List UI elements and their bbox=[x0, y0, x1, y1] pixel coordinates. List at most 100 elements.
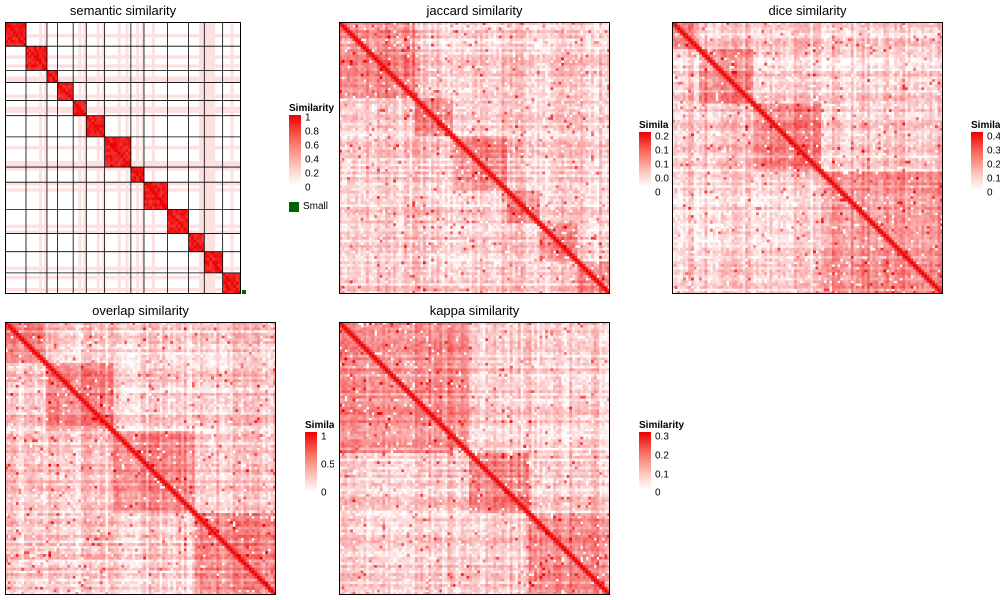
heatmap-cell bbox=[201, 227, 205, 231]
heatmap-cell bbox=[206, 212, 210, 216]
heatmap-cell bbox=[125, 242, 129, 247]
heatmap-cell bbox=[136, 88, 140, 92]
heatmap-cell bbox=[601, 22, 605, 26]
heatmap-cell bbox=[104, 136, 108, 141]
heatmap-cell bbox=[175, 167, 179, 171]
heatmap-cell bbox=[425, 57, 429, 61]
heatmap-cell bbox=[406, 51, 410, 56]
heatmap-cell bbox=[347, 60, 351, 64]
heatmap-cell bbox=[39, 284, 43, 289]
heatmap-cell bbox=[214, 251, 218, 256]
heatmap-cell bbox=[401, 51, 405, 56]
heatmap-cell bbox=[206, 82, 210, 86]
heatmap-cell bbox=[96, 281, 100, 286]
heatmap-cell bbox=[209, 248, 213, 253]
heatmap-cell bbox=[7, 40, 11, 44]
heatmap-cell bbox=[57, 76, 61, 80]
heatmap-cell bbox=[31, 64, 35, 68]
heatmap-cell bbox=[341, 30, 345, 34]
heatmap-cell bbox=[585, 62, 589, 66]
heatmap-cell bbox=[199, 164, 203, 168]
heatmap-cell bbox=[544, 27, 549, 31]
heatmap-cell bbox=[488, 49, 492, 53]
heatmap-cell bbox=[62, 224, 66, 228]
heatmap-cell bbox=[18, 43, 22, 47]
heatmap-cell bbox=[450, 54, 454, 58]
heatmap-cell bbox=[555, 35, 559, 39]
heatmap-cell bbox=[206, 245, 210, 250]
heatmap-cell bbox=[33, 106, 37, 111]
heatmap-cell bbox=[204, 67, 208, 71]
heatmap-cell bbox=[151, 179, 155, 183]
heatmap-cell bbox=[125, 136, 129, 141]
heatmap-cell bbox=[78, 25, 82, 29]
heatmap-cell bbox=[81, 167, 85, 171]
heatmap-cell bbox=[44, 100, 48, 104]
heatmap-cell bbox=[12, 161, 16, 165]
heatmap-cell bbox=[117, 242, 121, 247]
heatmap-cell bbox=[123, 79, 127, 83]
heatmap-cell bbox=[390, 32, 394, 36]
heatmap-cell bbox=[536, 35, 540, 39]
heatmap-cell bbox=[217, 230, 221, 234]
heatmap-cell bbox=[452, 57, 456, 61]
heatmap-cell bbox=[447, 49, 451, 53]
heatmap-cell bbox=[136, 22, 140, 26]
heatmap-cell bbox=[344, 54, 348, 58]
heatmap-cell bbox=[490, 65, 494, 69]
heatmap-cell bbox=[10, 40, 14, 44]
heatmap-cell bbox=[86, 94, 90, 98]
heatmap-cell bbox=[580, 54, 584, 58]
heatmap-cell bbox=[206, 290, 210, 294]
heatmap-cell bbox=[566, 22, 570, 26]
heatmap-cell bbox=[125, 278, 129, 283]
heatmap-cell bbox=[450, 35, 454, 39]
heatmap-cell bbox=[5, 164, 9, 168]
heatmap-cell bbox=[225, 64, 229, 68]
heatmap-cell bbox=[206, 154, 210, 159]
heatmap-cell bbox=[99, 79, 103, 83]
heatmap-cell bbox=[107, 136, 111, 141]
heatmap-cell bbox=[441, 49, 446, 53]
heatmap-cell bbox=[230, 182, 234, 186]
heatmap-cell bbox=[406, 46, 410, 50]
heatmap-cell bbox=[96, 182, 100, 186]
heatmap-cell bbox=[588, 57, 592, 61]
heatmap-cell bbox=[352, 38, 356, 42]
heatmap-cell bbox=[220, 269, 224, 274]
heatmap-cell bbox=[83, 109, 87, 114]
heatmap-cell bbox=[352, 54, 356, 58]
heatmap-cell bbox=[201, 263, 205, 268]
heatmap-cell bbox=[220, 109, 224, 114]
heatmap-cell bbox=[428, 30, 432, 34]
heatmap-cell bbox=[183, 227, 187, 231]
heatmap-cell bbox=[102, 151, 106, 156]
heatmap-cell bbox=[542, 38, 546, 42]
heatmap-cell bbox=[544, 32, 549, 36]
heatmap-cell bbox=[217, 263, 221, 268]
heatmap-cell bbox=[41, 55, 45, 59]
heatmap-cell bbox=[349, 22, 353, 26]
heatmap-cell bbox=[86, 64, 90, 68]
heatmap-cell bbox=[36, 287, 40, 292]
heatmap-cell bbox=[78, 164, 82, 168]
heatmap-cell bbox=[117, 269, 121, 274]
heatmap-cell bbox=[591, 24, 595, 28]
heatmap-cell bbox=[86, 55, 90, 59]
heatmap-cell bbox=[65, 224, 69, 228]
heatmap-cell bbox=[347, 32, 351, 36]
heatmap-cell bbox=[12, 266, 16, 271]
heatmap-cell bbox=[52, 73, 56, 77]
heatmap-cell bbox=[235, 106, 239, 111]
heatmap-cell bbox=[393, 54, 397, 58]
heatmap-cell bbox=[52, 64, 56, 68]
heatmap-cell bbox=[376, 38, 381, 42]
heatmap-cell bbox=[178, 188, 182, 192]
heatmap-cell bbox=[238, 230, 241, 234]
heatmap-cell bbox=[107, 266, 111, 271]
heatmap-cell bbox=[212, 73, 216, 77]
heatmap-cell bbox=[39, 127, 43, 132]
heatmap-cell bbox=[67, 88, 71, 92]
heatmap-cell bbox=[39, 100, 43, 104]
heatmap-cell bbox=[574, 54, 578, 58]
